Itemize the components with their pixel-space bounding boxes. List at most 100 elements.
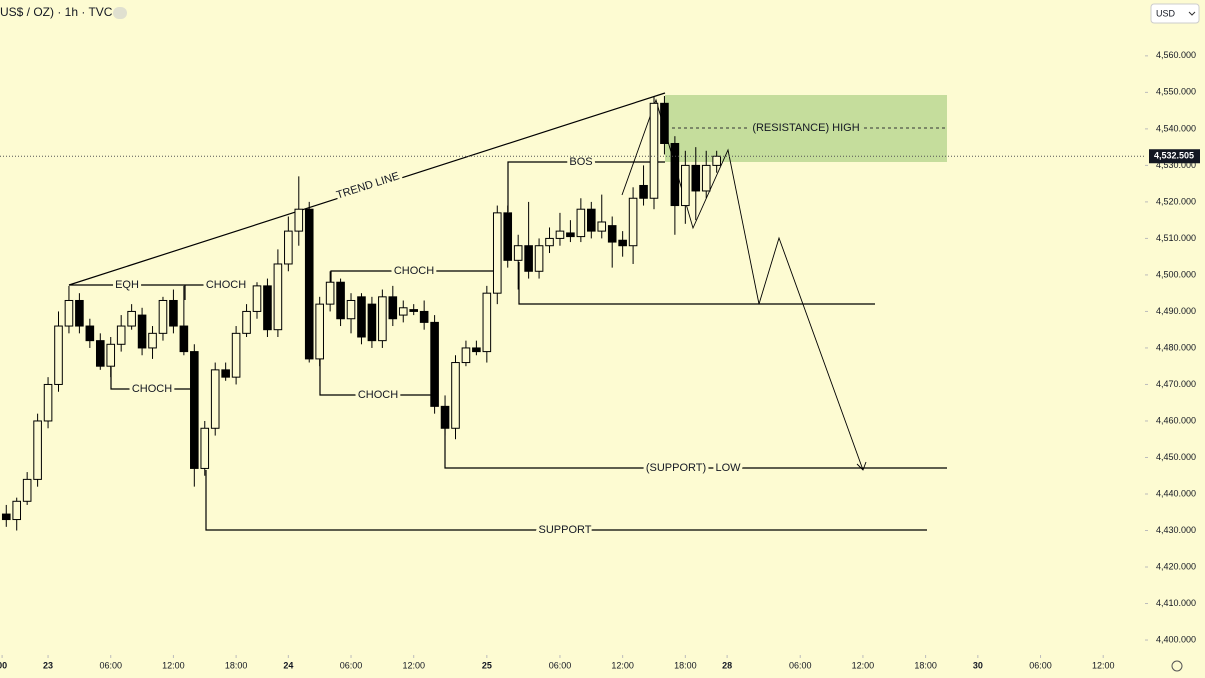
candle-body (304, 208, 314, 360)
annotation-label: EQH (115, 279, 139, 291)
x-tick-label: 12:00 (162, 660, 185, 670)
candle-body (1, 513, 11, 521)
annotation-label: CHOCH (358, 389, 398, 401)
candle-body (701, 164, 711, 192)
x-tick-label: 12:00 (852, 660, 875, 670)
candle-body (597, 221, 607, 232)
candle-body (503, 212, 513, 261)
x-tick-label: 00 (0, 660, 7, 670)
x-tick-label: 12:00 (1092, 660, 1115, 670)
candle-body (660, 102, 669, 144)
support-line (205, 470, 927, 531)
axes: 4,400.000 4,410.000 4,420.000 4,430.000 4,44… (0, 50, 1200, 670)
candle-body (210, 369, 220, 429)
candle-body (409, 309, 419, 312)
candle-body (12, 500, 22, 521)
y-tick-label: 4,540.000 (1156, 123, 1196, 133)
x-tick-label: 23 (43, 660, 53, 670)
y-tick-label: 4,500.000 (1156, 269, 1196, 279)
candle-body (190, 351, 199, 469)
x-tick-label: 06:00 (549, 660, 572, 670)
level-line (518, 262, 875, 305)
currency-label: USD (1156, 8, 1176, 18)
candle-body (451, 362, 460, 429)
annotation-label: (SUPPORT) (646, 462, 706, 474)
y-tick-label: 4,470.000 (1156, 379, 1196, 389)
candle-body (712, 155, 721, 166)
candle-body (85, 325, 95, 342)
candle-body (461, 347, 471, 364)
y-tick-label: 4,490.000 (1156, 306, 1196, 316)
settings-icon[interactable] (1171, 660, 1183, 672)
candle-body (95, 340, 105, 367)
annotation-label: TREND LINE (335, 170, 401, 201)
dropdown-arrow (1188, 11, 1196, 16)
y-tick-label: 4,510.000 (1156, 233, 1196, 243)
symbol-header: (US$ / OZ) · 1h · TVC (0, 5, 113, 19)
collapse-button[interactable] (113, 7, 127, 19)
candle-body (555, 230, 565, 239)
candle-body (587, 208, 596, 232)
candle-body (534, 245, 544, 272)
candle-body (618, 239, 627, 247)
x-tick-label: 24 (283, 660, 293, 670)
candle-body (472, 347, 481, 353)
candle-body (64, 299, 74, 327)
candle-body (639, 184, 648, 199)
candle-body (430, 321, 439, 407)
annotation-label: CHOCH (394, 265, 434, 277)
candle-body (545, 237, 554, 247)
candle-body (524, 245, 533, 272)
y-tick-label: 4,520.000 (1156, 196, 1196, 206)
candles (1, 96, 721, 531)
candle-body (179, 325, 189, 353)
candle-body (200, 427, 210, 469)
support-low-line (444, 428, 947, 469)
candle-body (252, 285, 262, 312)
x-tick-label: 18:00 (225, 660, 248, 670)
annotation-label: (RESISTANCE) HIGH (752, 122, 859, 134)
candle-body (398, 307, 408, 316)
candle-body (242, 310, 251, 334)
y-tick-label: 4,410.000 (1156, 598, 1196, 608)
candle-body (221, 369, 230, 378)
candle-body (513, 245, 523, 261)
candle-body (43, 383, 53, 422)
y-tick-label: 4,440.000 (1156, 488, 1196, 498)
currency-select[interactable] (1150, 3, 1200, 24)
candle-body (607, 225, 617, 243)
candle-body (482, 292, 492, 353)
candle-body (649, 102, 659, 199)
y-tick-label: 4,480.000 (1156, 342, 1196, 352)
candle-body (628, 197, 638, 247)
y-tick-label: 4,450.000 (1156, 452, 1196, 462)
candle-body (315, 303, 324, 360)
candle-body (284, 230, 293, 265)
annotation-label: LOW (715, 462, 741, 474)
candle-body (294, 208, 304, 232)
candle-body (169, 299, 178, 327)
candle-body (137, 314, 147, 349)
candle-body (492, 212, 502, 294)
choch-line (319, 357, 432, 396)
candle-body (378, 296, 387, 342)
candle-body (273, 263, 283, 331)
candle-body (116, 325, 126, 345)
candle-body (670, 142, 680, 207)
last-price-label: 4,532.505 (1154, 151, 1194, 161)
x-tick-label: 25 (482, 660, 492, 670)
candle-body (388, 296, 398, 320)
candle-body (127, 310, 136, 327)
y-tick-label: 4,460.000 (1156, 415, 1196, 425)
projection-path (621, 98, 864, 471)
candle-body (106, 343, 116, 367)
candle-body (681, 164, 690, 207)
candle-body (566, 232, 575, 238)
candle-body (54, 325, 63, 385)
candle-body (576, 208, 586, 238)
x-tick-label: 06:00 (789, 660, 812, 670)
candle-body (75, 299, 84, 327)
annotation-label: CHOCH (206, 279, 246, 291)
candle-body (440, 405, 450, 429)
